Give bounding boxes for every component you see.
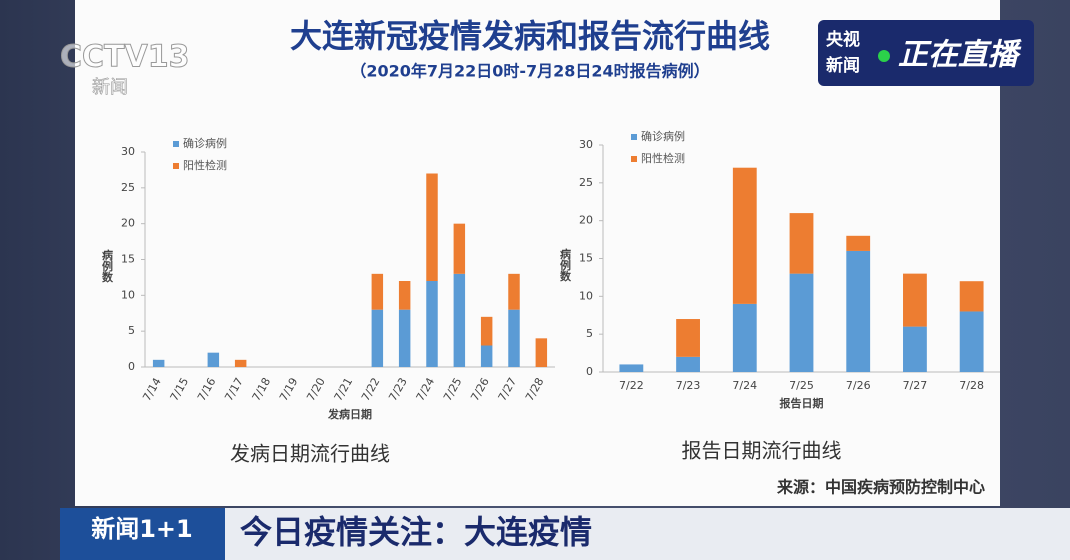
- brand-bottom: 新闻: [826, 55, 860, 76]
- bar-segment: [846, 235, 871, 251]
- bar-segment: [207, 352, 220, 367]
- bar-segment: [398, 309, 411, 367]
- bar-segment: [846, 250, 871, 372]
- bar-segment: [371, 273, 384, 310]
- legend-swatch: [631, 134, 637, 140]
- y-tick-label: 10: [121, 288, 135, 301]
- x-tick-label: 7/28: [959, 379, 984, 392]
- y-axis-label: 病例数: [101, 248, 114, 283]
- brand-top: 央视: [826, 29, 860, 50]
- program-box: [60, 508, 225, 560]
- y-tick-label: 30: [579, 138, 593, 151]
- y-tick-label: 5: [128, 324, 135, 337]
- y-tick-label: 0: [128, 360, 135, 373]
- y-axis-label: 病例数: [559, 247, 572, 282]
- y-tick-label: 15: [579, 252, 593, 265]
- bar-segment: [453, 273, 466, 367]
- y-tick-label: 15: [121, 253, 135, 266]
- legend-swatch: [631, 156, 637, 162]
- y-tick-label: 20: [579, 214, 593, 227]
- x-tick-label: 7/26: [846, 379, 871, 392]
- source: 来源：中国疾病预防控制中心: [776, 478, 985, 497]
- channel-sub: 新闻: [92, 77, 128, 98]
- bar-segment: [676, 356, 700, 372]
- headline-bar: [225, 508, 1070, 560]
- legend-swatch: [173, 163, 179, 169]
- program: 新闻1+1: [91, 515, 193, 543]
- bar-segment: [732, 303, 757, 372]
- x-axis-label: 发病日期: [327, 407, 372, 421]
- live-text: 正在直播: [898, 38, 1022, 73]
- slide-subtitle: （2020年7月22日0时-7月28日24时报告病例）: [350, 62, 709, 81]
- bar-segment: [676, 319, 700, 357]
- live-dot: [878, 50, 890, 62]
- bar-segment: [619, 364, 644, 372]
- bar-segment: [508, 273, 520, 310]
- headline: 今日疫情关注：大连疫情: [240, 513, 592, 551]
- slide-title: 大连新冠疫情发病和报告流行曲线: [290, 17, 770, 55]
- y-tick-label: 25: [121, 181, 135, 194]
- bar-segment: [371, 309, 384, 367]
- chart-title: 报告日期流行曲线: [682, 439, 842, 463]
- bar-segment: [732, 167, 757, 304]
- x-tick-label: 7/22: [619, 379, 644, 392]
- bar-segment: [453, 223, 466, 274]
- legend-label: 阳性检测: [641, 151, 685, 165]
- bar-segment: [152, 359, 165, 367]
- bar-segment: [535, 338, 548, 367]
- legend-label: 确诊病例: [641, 129, 685, 143]
- bar-segment: [903, 326, 927, 372]
- bar-segment: [508, 309, 520, 367]
- bar-segment: [426, 173, 438, 281]
- bar-segment: [959, 281, 984, 312]
- x-tick-label: 7/25: [789, 379, 814, 392]
- bar-segment: [398, 281, 411, 310]
- legend-label: 确诊病例: [183, 136, 227, 150]
- y-tick-label: 30: [121, 145, 135, 158]
- y-tick-label: 5: [586, 327, 593, 340]
- x-tick-label: 7/27: [903, 379, 928, 392]
- legend-label: 阳性检测: [183, 158, 227, 172]
- channel-logo: CCTV13: [60, 40, 189, 75]
- y-tick-label: 25: [579, 176, 593, 189]
- bar-segment: [234, 359, 247, 367]
- legend-swatch: [173, 141, 179, 147]
- y-tick-label: 20: [121, 217, 135, 230]
- bar-segment: [789, 213, 814, 274]
- chart-title: 发病日期流行曲线: [230, 442, 390, 466]
- bar-segment: [959, 311, 984, 372]
- x-tick-label: 7/24: [732, 379, 757, 392]
- x-tick-label: 7/23: [676, 379, 701, 392]
- bar-segment: [480, 345, 493, 367]
- bar-segment: [903, 273, 927, 327]
- bar-segment: [480, 316, 493, 346]
- bar-segment: [426, 281, 438, 367]
- y-tick-label: 10: [579, 289, 593, 302]
- y-tick-label: 0: [586, 365, 593, 378]
- x-axis-label: 报告日期: [780, 396, 824, 410]
- live-badge: [818, 20, 1034, 86]
- bar-segment: [789, 273, 814, 372]
